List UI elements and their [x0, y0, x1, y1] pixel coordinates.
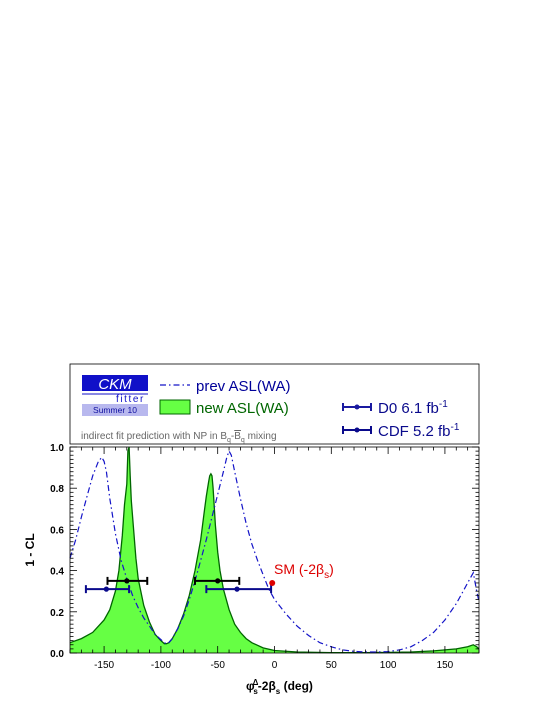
y-tick-label: 0.6	[50, 525, 64, 536]
x-tick-label: 0	[272, 660, 278, 671]
y-tick-label: 0.8	[50, 484, 64, 495]
legend-prev-label: prev ASL(WA)	[196, 378, 290, 395]
series-prev-line	[69, 449, 480, 653]
logo-edition: Summer 10	[93, 405, 137, 415]
axes: -150 -100 -50 0 50 100 150 0.0 0.2 0.4 0.6 0.8 1.0	[50, 443, 480, 671]
logo-sub: fitter	[116, 394, 145, 405]
y-axis-label: 1 - CL	[23, 533, 37, 566]
sm-point	[269, 579, 276, 586]
x-tick-label: -50	[210, 660, 225, 671]
series-new-fill	[70, 447, 479, 653]
y-tick-label: 1.0	[50, 443, 64, 454]
x-tick-label: 50	[326, 660, 338, 671]
sm-label: SM (-2βs)	[274, 561, 334, 581]
cdf-measurement-2	[205, 585, 273, 594]
legend-new-label: new ASL(WA)	[196, 400, 289, 417]
legend-cdf-marker	[342, 426, 372, 434]
legend-d0-label: D0 6.1 fb-1	[378, 399, 448, 417]
x-tick-label: -100	[151, 660, 171, 671]
legend-cdf-label: CDF 5.2 fb-1	[378, 422, 460, 440]
y-tick-label: 0.2	[50, 608, 64, 619]
d0-measurement-2	[193, 576, 241, 585]
y-tick-label: 0.0	[50, 649, 64, 660]
y-tick-label: 0.4	[50, 567, 64, 578]
x-tick-label: 100	[380, 660, 397, 671]
x-tick-label: -150	[94, 660, 114, 671]
cdf-measurement-1	[84, 585, 131, 594]
legend-new-swatch	[159, 399, 191, 415]
legend-d0-marker	[342, 403, 372, 411]
x-axis-label: φΔ s-2βs (deg)	[246, 678, 313, 696]
x-tick-label: 150	[437, 660, 454, 671]
d0-measurement-1	[106, 576, 149, 585]
plot-subtitle: indirect fit prediction with NP in Bq-Bq…	[81, 431, 277, 444]
ckmfitter-logo: CKM fitter Summer 10	[82, 375, 148, 416]
logo-main: CKM	[98, 376, 132, 393]
